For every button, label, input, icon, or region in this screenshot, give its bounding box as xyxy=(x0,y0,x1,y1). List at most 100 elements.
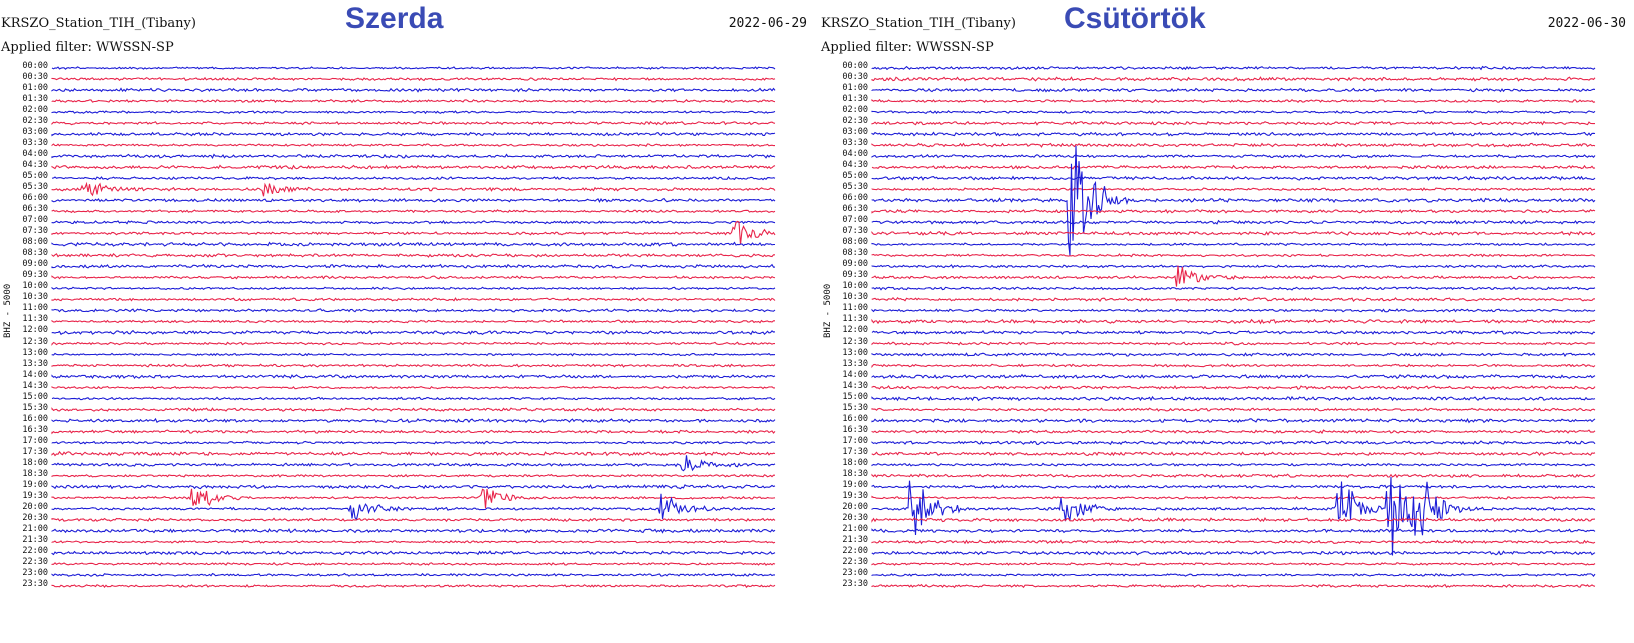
time-tick-label: 10:30 xyxy=(22,292,48,303)
time-tick-label: 13:00 xyxy=(22,347,48,358)
time-tick-label: 19:00 xyxy=(842,479,868,490)
time-tick-label: 19:30 xyxy=(842,490,868,501)
time-tick-label: 02:00 xyxy=(22,105,48,116)
trace-line xyxy=(51,374,776,380)
trace-line xyxy=(871,440,1596,446)
trace-line xyxy=(51,517,776,523)
time-tick-label: 15:00 xyxy=(842,391,868,402)
trace-line xyxy=(871,484,1596,490)
time-tick-label: 13:30 xyxy=(22,358,48,369)
time-tick-label: 00:30 xyxy=(22,72,48,83)
time-tick-label: 21:30 xyxy=(22,534,48,545)
trace-line xyxy=(871,208,1596,214)
trace-line xyxy=(871,145,1596,256)
trace-line xyxy=(51,275,776,280)
time-tick-label: 07:00 xyxy=(842,215,868,226)
time-tick-label: 20:00 xyxy=(22,501,48,512)
trace-line xyxy=(871,476,1596,556)
time-tick-label: 23:30 xyxy=(22,578,48,589)
trace-line xyxy=(51,120,776,126)
time-tick-label: 07:30 xyxy=(22,226,48,237)
time-tick-label: 18:00 xyxy=(22,457,48,468)
time-tick-label: 03:00 xyxy=(22,127,48,138)
time-tick-label: 06:00 xyxy=(22,193,48,204)
time-tick-label: 17:30 xyxy=(22,446,48,457)
time-tick-label: 04:30 xyxy=(842,160,868,171)
trace-line xyxy=(51,385,775,390)
time-tick-label: 02:30 xyxy=(842,116,868,127)
time-tick-label: 11:30 xyxy=(22,314,48,325)
trace-line xyxy=(871,131,1596,137)
time-tick-label: 12:00 xyxy=(842,325,868,336)
trace-line xyxy=(871,187,1596,192)
time-tick-label: 19:30 xyxy=(22,490,48,501)
time-tick-label: 17:30 xyxy=(842,446,868,457)
trace-line xyxy=(51,417,776,424)
trace-line xyxy=(51,484,776,490)
trace-line xyxy=(51,562,776,566)
time-tick-label: 16:30 xyxy=(22,424,48,435)
trace-line xyxy=(51,66,776,70)
time-tick-label: 03:30 xyxy=(842,138,868,149)
trace-line xyxy=(871,164,1596,170)
time-tick-label: 10:00 xyxy=(842,281,868,292)
trace-line xyxy=(51,197,776,203)
trace-line xyxy=(51,450,776,457)
time-tick-label: 00:00 xyxy=(842,61,868,71)
trace-line xyxy=(51,308,776,313)
time-tick-label: 12:30 xyxy=(842,336,868,347)
time-tick-label: 23:00 xyxy=(842,567,868,578)
station-name: KRSZO_Station_TIH_(Tibany) xyxy=(821,16,1016,31)
trace-line xyxy=(51,488,776,509)
time-tick-label: 08:30 xyxy=(22,248,48,259)
trace-line xyxy=(871,562,1596,566)
chart-title: Csütörtök xyxy=(1064,2,1206,35)
trace-line xyxy=(871,395,1596,402)
trace-line xyxy=(51,363,776,368)
trace-line xyxy=(51,329,776,336)
trace-line xyxy=(51,583,776,589)
trace-line xyxy=(51,572,775,577)
time-tick-label: 14:30 xyxy=(22,380,48,391)
time-tick-label: 20:00 xyxy=(842,501,868,512)
trace-line xyxy=(51,352,776,357)
time-tick-label: 13:00 xyxy=(842,347,868,358)
time-tick-label: 21:30 xyxy=(842,534,868,545)
time-tick-label: 09:00 xyxy=(842,259,868,270)
trace-line xyxy=(51,493,776,521)
trace-line xyxy=(51,87,776,93)
trace-line xyxy=(871,539,1596,545)
trace-line xyxy=(51,528,776,534)
time-tick-label: 21:00 xyxy=(842,523,868,534)
time-tick-label: 15:00 xyxy=(22,391,48,402)
time-tick-label: 22:00 xyxy=(842,545,868,556)
trace-line xyxy=(51,473,775,478)
trace-line xyxy=(51,319,775,324)
time-tick-label: 13:30 xyxy=(842,358,868,369)
station-name: KRSZO_Station_TIH_(Tibany) xyxy=(1,16,196,31)
trace-line xyxy=(51,429,776,435)
trace-line xyxy=(871,429,1596,435)
trace-line xyxy=(871,451,1596,457)
trace-line xyxy=(871,407,1596,412)
trace-line xyxy=(871,175,1596,181)
time-tick-label: 10:30 xyxy=(842,292,868,303)
trace-line xyxy=(871,120,1596,126)
trace-line xyxy=(871,296,1596,303)
filter-label: Applied filter: WWSSN-SP xyxy=(1,40,174,55)
time-tick-label: 12:00 xyxy=(22,325,48,336)
trace-line xyxy=(51,252,775,258)
time-tick-label: 20:30 xyxy=(842,512,868,523)
trace-line xyxy=(871,87,1596,93)
trace-line xyxy=(51,99,776,104)
time-tick-label: 08:00 xyxy=(842,237,868,248)
time-tick-label: 07:00 xyxy=(22,215,48,226)
trace-line xyxy=(871,341,1596,346)
trace-line xyxy=(871,286,1596,291)
trace-line xyxy=(871,264,1596,269)
time-tick-label: 09:30 xyxy=(842,270,868,281)
time-tick-label: 23:00 xyxy=(22,567,48,578)
trace-line xyxy=(871,253,1596,258)
trace-line xyxy=(51,110,776,115)
time-tick-label: 11:30 xyxy=(842,314,868,325)
